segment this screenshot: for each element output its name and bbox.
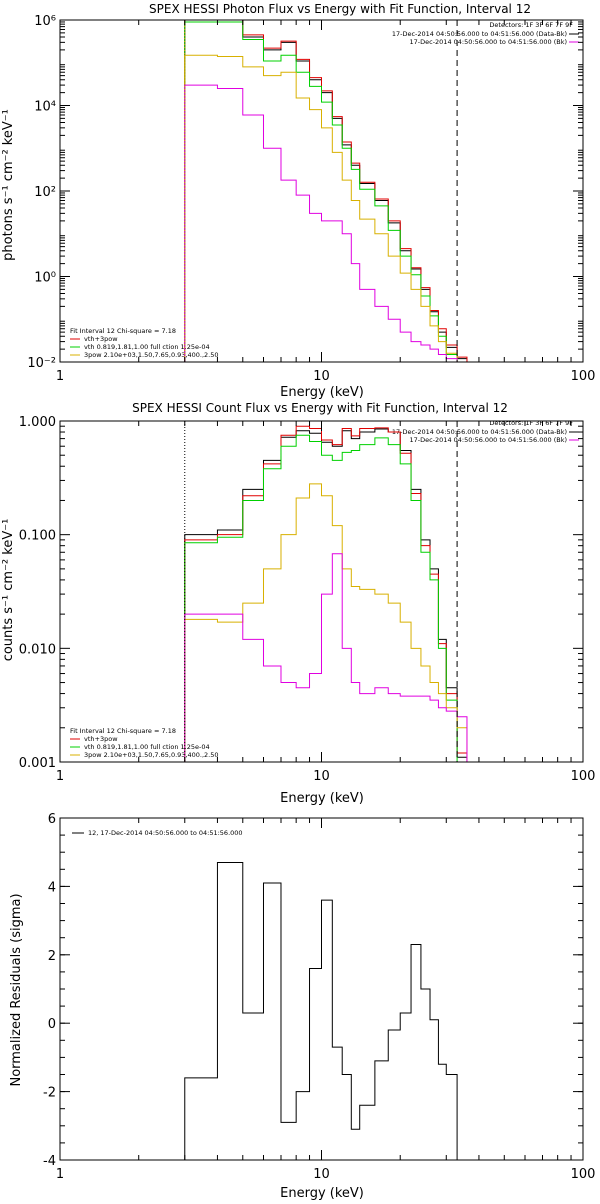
count-flux-y-axis-label: counts s⁻¹ cm⁻² keV⁻¹ (1, 519, 16, 662)
count-flux-panel: SPEX HESSI Count Flux vs Energy with Fit… (1, 401, 595, 806)
count-flux-series-group (184, 425, 468, 762)
residuals-y-tick-label: -2 (43, 1086, 56, 1101)
legend-vth3pow: vth+3pow (84, 335, 118, 343)
count-flux-y-tick-label: 0.100 (19, 529, 56, 544)
header-bk: 17-Dec-2014 04:50:56.000 to 04:51:56.000… (410, 38, 568, 46)
photon-flux-x-tick-label: 10 (313, 369, 330, 384)
legend-vth3pow: vth+3pow (84, 735, 118, 743)
count-flux-y-tick-label: 0.001 (19, 756, 56, 771)
residuals-y-tick-label: 2 (48, 949, 56, 964)
count-flux-legend: Fit Interval 12 Chi-square = 7.18 vth+3p… (70, 727, 219, 759)
count-flux-y-tick-label: 1.000 (19, 415, 56, 430)
photon-flux-series-3 (184, 54, 468, 362)
photon-flux-series-2 (184, 21, 468, 362)
residuals-x-tick-label: 100 (571, 1167, 596, 1182)
header-detectors: Detectors: 1F 3F 6F 7F 9F (489, 21, 573, 29)
residuals-plot-frame (59, 817, 584, 1161)
residuals-legend: 12, 17-Dec-2014 04:50:56.000 to 04:51:56… (72, 829, 243, 837)
count-flux-x-tick-label: 10 (313, 769, 330, 784)
residuals-series-0 (184, 861, 458, 1160)
residuals-y-tick-label: 4 (48, 880, 56, 895)
legend-vth: vth 0.819,1.81,1.00 full ction 1.25e-04 (84, 743, 210, 751)
photon-flux-y-tick-label: 10⁻² (27, 356, 56, 371)
residuals-series-group (184, 861, 458, 1160)
photon-flux-y-tick-label: 10⁴ (34, 100, 56, 115)
count-flux-x-tick-label: 1 (56, 769, 64, 784)
header-bk: 17-Dec-2014 04:50:56.000 to 04:51:56.000… (410, 436, 568, 444)
residuals-y-axis-label: Normalized Residuals (sigma) (9, 893, 24, 1086)
header-data-bk: 17-Dec-2014 04:50:56.000 to 04:51:56.000… (392, 30, 567, 38)
residuals-y-tick-label: 0 (48, 1017, 56, 1032)
count-flux-x-tick-label: 100 (571, 769, 596, 784)
legend-residual: 12, 17-Dec-2014 04:50:56.000 to 04:51:56… (88, 829, 243, 837)
residuals-panel: Normalized Residuals (sigma) Energy (keV… (9, 812, 596, 1201)
photon-flux-y-tick-label: 10⁰ (34, 271, 56, 286)
photon-flux-y-axis-label: photons s⁻¹ cm⁻² keV⁻¹ (1, 109, 16, 261)
residuals-x-tick-label: 1 (56, 1167, 64, 1182)
count-flux-y-tick-label: 0.010 (19, 642, 56, 657)
count-flux-series-0 (184, 428, 468, 762)
photon-flux-series-4 (184, 84, 467, 362)
photon-flux-y-tick-label: 10² (34, 185, 56, 200)
legend-3pow: 3pow 2.10e+03,1.50,7.65,0.93,400.,2.50 (84, 751, 219, 759)
photon-flux-legend: Fit Interval 12 Chi-square = 7.18 vth+3p… (70, 327, 219, 359)
photon-flux-plot-frame (59, 19, 584, 363)
count-flux-x-axis-label: Energy (keV) (280, 791, 364, 806)
residuals-y-tick-label: -4 (43, 1154, 56, 1169)
photon-flux-header: Detectors: 1F 3F 6F 7F 9F 17-Dec-2014 04… (392, 21, 579, 46)
photon-flux-x-tick-label: 100 (571, 369, 596, 384)
count-flux-plot-frame (59, 420, 584, 763)
header-detectors: Detectors: 1F 3F 6F 7F 9F (489, 419, 573, 427)
photon-flux-x-tick-label: 1 (56, 369, 64, 384)
residuals-x-tick-label: 10 (313, 1167, 330, 1182)
photon-flux-series-group (184, 20, 468, 362)
legend-3pow: 3pow 2.10e+03,1.50,7.65,0.93,400.,2.50 (84, 351, 219, 359)
photon-flux-x-axis-label: Energy (keV) (280, 385, 364, 400)
header-data-bk: 17-Dec-2014 04:50:56.000 to 04:51:56.000… (392, 428, 567, 436)
legend-vth: vth 0.819,1.81,1.00 full ction 1.25e-04 (84, 343, 210, 351)
legend-fit-info: Fit Interval 12 Chi-square = 7.18 (70, 727, 176, 735)
count-flux-title: SPEX HESSI Count Flux vs Energy with Fit… (132, 401, 508, 415)
photon-flux-panel: SPEX HESSI Photon Flux vs Energy with Fi… (1, 2, 595, 400)
photon-flux-series-1 (184, 20, 468, 362)
count-flux-series-2 (184, 434, 467, 762)
count-flux-header: Detectors: 1F 3F 6F 7F 9F 17-Dec-2014 04… (392, 419, 579, 444)
count-flux-series-3 (184, 483, 468, 762)
residuals-y-tick-label: 6 (48, 812, 56, 827)
photon-flux-title: SPEX HESSI Photon Flux vs Energy with Fi… (149, 2, 531, 16)
count-flux-series-1 (184, 425, 468, 762)
count-flux-series-4 (184, 553, 468, 762)
legend-fit-info: Fit Interval 12 Chi-square = 7.18 (70, 327, 176, 335)
residuals-x-axis-label: Energy (keV) (280, 1186, 364, 1200)
photon-flux-y-tick-label: 10⁶ (34, 14, 56, 29)
photon-flux-series-0 (184, 20, 468, 362)
